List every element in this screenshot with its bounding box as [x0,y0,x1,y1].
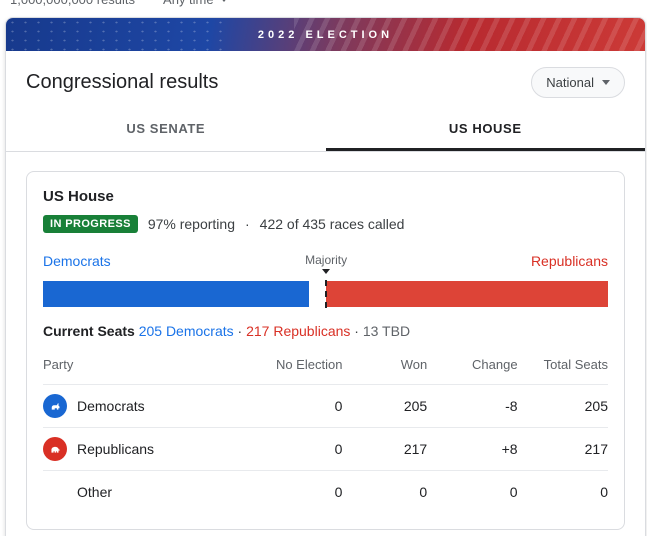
table-row-republicans: Republicans 0 217 +8 217 [43,427,608,471]
separator-dot: · [244,216,250,232]
separator-dot: · [237,323,243,339]
cell-no-election: 0 [246,384,343,428]
majority-label: Majority [305,253,348,267]
cell-change: +8 [427,427,518,471]
cell-won: 217 [342,427,428,471]
reporting-text: 97% reporting [147,216,235,232]
current-seats-row: Current Seats 205 Democrats · 217 Republ… [43,323,608,339]
tab-us-senate[interactable]: US SENATE [6,110,326,151]
column-header-party: Party [43,357,74,372]
tab-label: US SENATE [126,121,206,136]
current-seats-democrats: 205 Democrats [138,323,234,339]
party-name: Republicans [77,441,155,457]
tab-label: US HOUSE [448,121,522,136]
party-name: Other [77,484,113,500]
cell-no-election: 0 [246,470,343,513]
cell-total-seats: 217 [517,427,608,471]
status-badge: IN PROGRESS [43,215,138,233]
page-title: Congressional results [26,71,219,93]
cell-total-seats: 205 [517,384,608,428]
column-header-total-seats: Total Seats [543,357,608,372]
seat-bar-labels: Democrats Majority Republicans [43,253,608,281]
table-row-democrats: Democrats 0 205 -8 205 [43,384,608,428]
democrats-bar [43,281,310,307]
us-house-card: US House IN PROGRESS 97% reporting · 422… [26,171,625,530]
cell-total-seats: 0 [517,470,608,513]
cell-no-election: 0 [246,427,343,471]
time-filter-dropdown[interactable]: Any time [163,0,228,7]
election-banner: 2022 ELECTION [6,18,645,51]
cell-won: 0 [342,470,428,513]
table-header-row: Party No Election Won Change Total Seats [43,345,608,385]
democrats-label: Democrats [43,253,111,269]
region-selector-label: National [546,75,594,90]
tab-content: US House IN PROGRESS 97% reporting · 422… [6,152,645,536]
cell-won: 205 [342,384,428,428]
majority-arrow-icon [322,269,331,274]
widget-header: Congressional results National [6,51,645,110]
time-filter-label: Any time [163,0,214,7]
current-seats-tbd: 13 TBD [362,323,411,339]
search-filter-strip: 1,000,000,000 results Any time [0,0,647,17]
chevron-down-icon [602,80,610,85]
tab-us-house[interactable]: US HOUSE [325,110,645,151]
election-results-widget: 2022 ELECTION Congressional results Nati… [5,17,646,536]
majority-line [325,280,328,308]
seat-bar-chart [43,280,608,308]
banner-title: 2022 ELECTION [257,28,394,41]
cell-change: 0 [427,470,518,513]
card-title: US House [43,188,114,205]
chamber-tabs: US SENATE US HOUSE [6,110,645,152]
separator-dot: · [354,323,359,339]
majority-marker: Majority [305,253,347,274]
chevron-down-icon [219,0,228,2]
current-seats-republicans: 217 Republicans [246,323,351,339]
republican-elephant-icon [43,437,67,461]
column-header-change: Change [472,357,518,372]
region-selector-button[interactable]: National [531,67,625,98]
republicans-bar [326,281,608,307]
results-count: 1,000,000,000 results [10,0,135,7]
party-name: Democrats [77,398,145,414]
table-row-other: Other 0 0 0 0 [43,470,608,513]
status-row: IN PROGRESS 97% reporting · 422 of 435 r… [43,215,608,233]
column-header-won: Won [400,357,428,372]
party-icon-placeholder [43,480,67,504]
cell-change: -8 [427,384,518,428]
republicans-label: Republicans [530,253,608,269]
races-called-text: 422 of 435 races called [259,216,405,232]
current-seats-label: Current Seats [43,323,135,339]
results-table: Party No Election Won Change Total Seats [43,345,608,513]
column-header-no-election: No Election [275,357,343,372]
democrat-donkey-icon [43,394,67,418]
